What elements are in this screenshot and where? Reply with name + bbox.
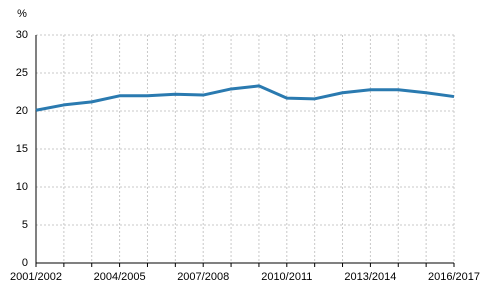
y-tick-label: 25 [16, 67, 28, 79]
x-tick-label: 2004/2005 [94, 271, 146, 283]
x-tick-label: 2001/2002 [10, 271, 62, 283]
y-tick-label: 30 [16, 29, 28, 41]
data-line [35, 84, 455, 112]
y-tick-label: 5 [22, 219, 28, 231]
y-tick-label: 15 [16, 143, 28, 155]
y-tick-label: 10 [16, 181, 28, 193]
x-tick-label: 2010/2011 [261, 271, 312, 283]
y-axis-unit: % [17, 8, 27, 20]
y-tick-label: 20 [16, 105, 28, 117]
x-tick-label: 2013/2014 [344, 271, 396, 283]
x-tick-label: 2016/2017 [428, 271, 480, 283]
x-tick-label: 2007/2008 [177, 271, 229, 283]
y-tick-label: 0 [22, 257, 28, 269]
